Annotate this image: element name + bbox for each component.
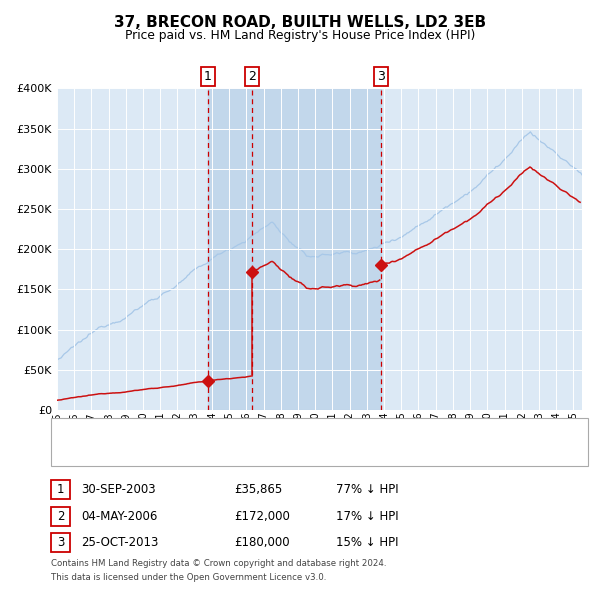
Text: This data is licensed under the Open Government Licence v3.0.: This data is licensed under the Open Gov… bbox=[51, 573, 326, 582]
Text: 30-SEP-2003: 30-SEP-2003 bbox=[81, 483, 155, 496]
Bar bbox=[208, 88, 252, 410]
Text: £180,000: £180,000 bbox=[234, 536, 290, 549]
Text: 2: 2 bbox=[248, 70, 256, 83]
Text: 77% ↓ HPI: 77% ↓ HPI bbox=[336, 483, 398, 496]
Text: 04-MAY-2006: 04-MAY-2006 bbox=[81, 510, 157, 523]
Text: £172,000: £172,000 bbox=[234, 510, 290, 523]
Text: 2: 2 bbox=[57, 510, 64, 523]
Bar bbox=[252, 88, 381, 410]
Text: 37, BRECON ROAD, BUILTH WELLS, LD2 3EB: 37, BRECON ROAD, BUILTH WELLS, LD2 3EB bbox=[114, 15, 486, 30]
Text: 3: 3 bbox=[57, 536, 64, 549]
Text: £35,865: £35,865 bbox=[234, 483, 282, 496]
Text: Contains HM Land Registry data © Crown copyright and database right 2024.: Contains HM Land Registry data © Crown c… bbox=[51, 559, 386, 568]
Text: 25-OCT-2013: 25-OCT-2013 bbox=[81, 536, 158, 549]
Text: 17% ↓ HPI: 17% ↓ HPI bbox=[336, 510, 398, 523]
Text: 37, BRECON ROAD, BUILTH WELLS, LD2 3EB (detached house): 37, BRECON ROAD, BUILTH WELLS, LD2 3EB (… bbox=[90, 426, 431, 436]
Text: 3: 3 bbox=[377, 70, 385, 83]
Text: 15% ↓ HPI: 15% ↓ HPI bbox=[336, 536, 398, 549]
Text: 1: 1 bbox=[57, 483, 64, 496]
Text: Price paid vs. HM Land Registry's House Price Index (HPI): Price paid vs. HM Land Registry's House … bbox=[125, 30, 475, 42]
Text: 1: 1 bbox=[203, 70, 212, 83]
Text: HPI: Average price, detached house, Powys: HPI: Average price, detached house, Powy… bbox=[90, 448, 326, 458]
